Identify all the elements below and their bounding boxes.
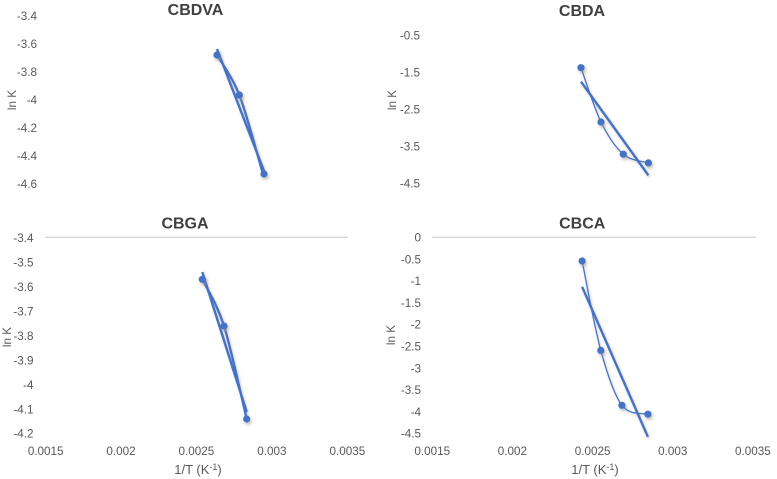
svg-text:0: 0 <box>414 232 421 245</box>
svg-text:0.0015: 0.0015 <box>414 445 450 458</box>
svg-text:-4.2: -4.2 <box>17 122 37 135</box>
svg-text:0.0015: 0.0015 <box>28 445 64 458</box>
svg-text:-3.5: -3.5 <box>401 384 422 397</box>
svg-text:0.003: 0.003 <box>658 445 687 458</box>
svg-text:-4.4: -4.4 <box>17 150 38 163</box>
svg-text:-2: -2 <box>411 319 421 332</box>
svg-text:CBDA: CBDA <box>559 3 606 20</box>
svg-text:ln K: ln K <box>6 90 19 110</box>
svg-text:0.002: 0.002 <box>498 445 527 458</box>
svg-text:CBGA: CBGA <box>161 216 209 233</box>
svg-text:-0.5: -0.5 <box>401 253 422 266</box>
svg-text:-3.7: -3.7 <box>13 305 33 318</box>
svg-text:ln K: ln K <box>386 90 399 110</box>
svg-text:-3.8: -3.8 <box>17 66 37 79</box>
svg-text:CBDVA: CBDVA <box>168 2 224 19</box>
svg-text:-1: -1 <box>411 275 421 288</box>
svg-text:-3.6: -3.6 <box>17 38 37 51</box>
svg-text:-3.5: -3.5 <box>13 256 34 269</box>
svg-text:-4.1: -4.1 <box>13 403 33 416</box>
svg-text:0.0025: 0.0025 <box>179 445 215 458</box>
svg-text:ln K: ln K <box>385 325 398 345</box>
svg-text:-4.5: -4.5 <box>401 428 422 441</box>
svg-text:-4: -4 <box>411 406 422 419</box>
svg-text:-3.6: -3.6 <box>13 281 33 294</box>
svg-text:0.002: 0.002 <box>106 445 135 458</box>
svg-text:-4: -4 <box>27 94 38 107</box>
svg-text:-4: -4 <box>23 379 34 392</box>
svg-text:-3.8: -3.8 <box>13 330 33 343</box>
svg-text:-0.5: -0.5 <box>400 30 421 43</box>
svg-text:ln K: ln K <box>1 327 14 347</box>
svg-text:-3.9: -3.9 <box>13 354 33 367</box>
svg-text:CBCA: CBCA <box>559 216 606 233</box>
svg-text:-2.5: -2.5 <box>400 104 421 117</box>
svg-text:-2.5: -2.5 <box>401 341 422 354</box>
svg-text:-3.4: -3.4 <box>17 10 38 23</box>
svg-text:-4.6: -4.6 <box>17 178 37 191</box>
svg-text:0.003: 0.003 <box>257 445 286 458</box>
svg-text:-4.2: -4.2 <box>13 428 33 441</box>
svg-text:-3.5: -3.5 <box>400 141 421 154</box>
svg-text:-3: -3 <box>411 362 421 375</box>
svg-text:0.0035: 0.0035 <box>330 445 366 458</box>
svg-text:-1.5: -1.5 <box>401 297 422 310</box>
svg-text:-4.5: -4.5 <box>400 177 421 190</box>
svg-text:0.0025: 0.0025 <box>575 445 611 458</box>
svg-text:0.0035: 0.0035 <box>735 445 771 458</box>
svg-text:-3.4: -3.4 <box>13 232 34 245</box>
svg-text:-1.5: -1.5 <box>400 67 421 80</box>
